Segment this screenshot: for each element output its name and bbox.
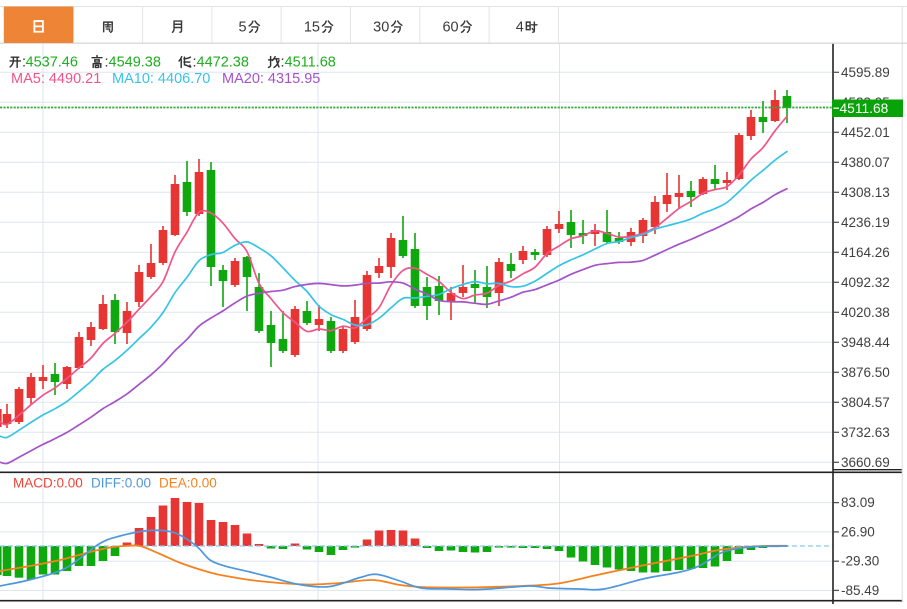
svg-text:26.90: 26.90 [841, 524, 875, 539]
svg-text::: : [281, 55, 285, 71]
svg-text:DIFF:0.00: DIFF:0.00 [91, 476, 151, 491]
svg-text:3732.63: 3732.63 [841, 425, 890, 440]
svg-text:4452.01: 4452.01 [841, 125, 890, 140]
svg-text:3804.57: 3804.57 [841, 395, 890, 410]
svg-text:3660.69: 3660.69 [841, 455, 890, 470]
svg-text::: : [105, 55, 109, 71]
svg-text:4236.19: 4236.19 [841, 215, 890, 230]
svg-text:4549.38: 4549.38 [109, 55, 161, 71]
svg-text:4595.89: 4595.89 [841, 65, 890, 80]
svg-text:MA5: 4490.21: MA5: 4490.21 [11, 71, 101, 87]
svg-text:83.09: 83.09 [841, 495, 875, 510]
svg-text:MACD:0.00: MACD:0.00 [13, 476, 83, 491]
svg-text::: : [22, 55, 26, 71]
svg-text:3948.44: 3948.44 [841, 335, 890, 350]
svg-text:4020.38: 4020.38 [841, 305, 890, 320]
svg-text:3876.50: 3876.50 [841, 365, 890, 380]
svg-text:4: 4 [516, 20, 524, 36]
svg-text:4308.13: 4308.13 [841, 185, 890, 200]
svg-text:4511.68: 4511.68 [285, 55, 336, 71]
svg-text:4511.68: 4511.68 [840, 101, 889, 116]
svg-text:4472.38: 4472.38 [197, 55, 249, 71]
svg-text:-85.49: -85.49 [841, 583, 879, 598]
svg-text:MA10: 4406.70: MA10: 4406.70 [112, 71, 210, 87]
svg-text:15: 15 [304, 20, 320, 36]
svg-text::: : [193, 55, 197, 71]
svg-text:-29.30: -29.30 [841, 554, 879, 569]
svg-text:4164.26: 4164.26 [841, 245, 890, 260]
svg-text:30: 30 [373, 20, 389, 36]
svg-text:4380.07: 4380.07 [841, 155, 890, 170]
svg-text:DEA:0.00: DEA:0.00 [159, 476, 217, 491]
svg-text:MA20: 4315.95: MA20: 4315.95 [222, 71, 320, 87]
svg-text:5: 5 [239, 20, 247, 36]
svg-text:60: 60 [442, 20, 458, 36]
svg-text:4537.46: 4537.46 [26, 55, 78, 71]
svg-text:4092.32: 4092.32 [841, 275, 890, 290]
